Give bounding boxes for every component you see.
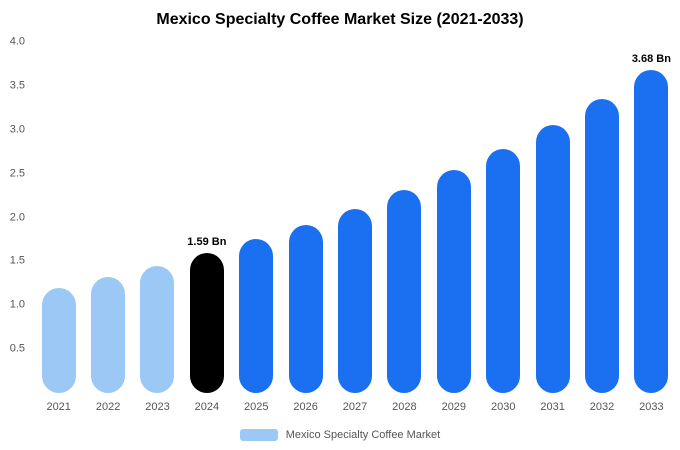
bar-2026[interactable]: [288, 224, 323, 393]
bar-slot: 2031: [528, 42, 577, 413]
legend[interactable]: Mexico Specialty Coffee Market: [0, 429, 680, 441]
bar-2031[interactable]: [535, 124, 570, 393]
y-tick-label: 2.5: [9, 167, 25, 180]
x-tick-label: 2027: [342, 401, 368, 413]
legend-label: Mexico Specialty Coffee Market: [285, 429, 441, 441]
x-tick-label: 2023: [145, 401, 170, 413]
x-tick-label: 2032: [589, 401, 615, 413]
bar-slot: 3.68 Bn 2033: [627, 42, 676, 413]
bar-2023[interactable]: [140, 265, 175, 393]
bar-2027[interactable]: [338, 208, 373, 393]
bar-2021[interactable]: [41, 287, 76, 393]
bar-2028[interactable]: [387, 190, 422, 393]
x-tick-label: 2031: [540, 401, 565, 413]
bar-slot: 2032: [577, 42, 626, 413]
bar-slot: 2027: [330, 42, 379, 413]
bar-slot: 2030: [479, 42, 528, 413]
bar-slot: 2029: [429, 42, 478, 413]
bar-slot: 2021: [34, 42, 83, 413]
x-tick-label: 2028: [392, 401, 417, 413]
x-tick-label: 2024: [194, 401, 220, 413]
x-tick-label: 2021: [46, 401, 71, 413]
y-tick-label: 1.5: [9, 254, 25, 267]
bar-slot: 2025: [232, 42, 281, 413]
y-axis: 4.0 3.5 3.0 2.5 2.0 1.5 1.0 0.5: [0, 36, 30, 393]
data-label: 3.68 Bn: [631, 53, 671, 66]
y-tick-label: 0.5: [9, 342, 25, 355]
x-tick-label: 2025: [244, 401, 269, 413]
bar-slot: 2022: [83, 42, 132, 413]
legend-swatch[interactable]: [239, 429, 278, 441]
bars-area: 2021 2022 2023 1.59 Bn 2024 2025 2026 2027 2028 2…: [34, 42, 676, 413]
x-tick-label: 2022: [95, 401, 121, 413]
bar-2022[interactable]: [91, 277, 126, 393]
bar-2024[interactable]: [189, 253, 224, 393]
data-label: 1.59 Bn: [187, 236, 227, 249]
y-tick-label: 3.0: [9, 123, 25, 136]
bar-2025[interactable]: [239, 239, 274, 393]
x-tick-label: 2026: [293, 401, 318, 413]
y-tick-label: 3.5: [9, 79, 25, 92]
bar-slot: 2028: [380, 42, 429, 413]
bar-slot: 1.59 Bn 2024: [182, 42, 231, 413]
x-tick-label: 2033: [639, 401, 664, 413]
x-tick-label: 2030: [490, 401, 516, 413]
chart-title: Mexico Specialty Coffee Market Size (202…: [156, 11, 524, 28]
bar-2030[interactable]: [486, 149, 521, 393]
bar-slot: 2023: [133, 42, 182, 413]
y-tick-label: 4.0: [9, 35, 25, 48]
bar-2032[interactable]: [584, 99, 619, 393]
bar-2029[interactable]: [436, 170, 471, 393]
bar-slot: 2026: [281, 42, 330, 413]
y-tick-label: 1.0: [9, 298, 25, 311]
bar-2033[interactable]: [634, 70, 669, 393]
y-tick-label: 2.0: [9, 211, 25, 223]
x-tick-label: 2029: [441, 401, 467, 413]
